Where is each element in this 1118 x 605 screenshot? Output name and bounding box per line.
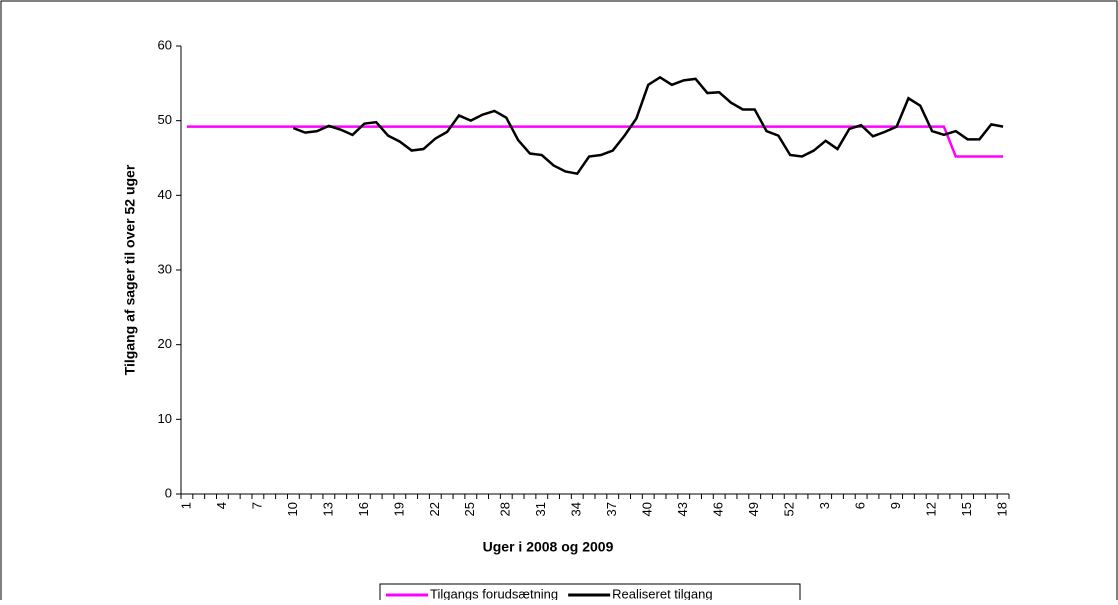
x-tick-label: 31 <box>533 502 548 516</box>
y-tick-label: 30 <box>158 261 172 276</box>
x-tick-label: 10 <box>285 502 300 516</box>
series-line <box>292 75 1004 176</box>
x-tick-label: 4 <box>214 502 229 509</box>
x-tick-label: 3 <box>817 502 832 509</box>
y-axis-title: Tilgang af sager til over 52 uger <box>122 164 138 375</box>
y-tick-label: 40 <box>158 187 172 202</box>
x-tick-label: 6 <box>853 502 868 509</box>
y-tick-label: 20 <box>158 336 172 351</box>
legend-label: Realiseret tilgang <box>612 586 712 600</box>
x-tick-label: 13 <box>320 502 335 516</box>
x-tick-label: 25 <box>462 502 477 516</box>
x-tick-label: 16 <box>356 502 371 516</box>
y-tick-label: 60 <box>158 37 172 52</box>
x-tick-label: 22 <box>427 502 442 516</box>
x-tick-label: 28 <box>498 502 513 516</box>
x-axis-title: Uger i 2008 og 2009 <box>483 539 614 555</box>
y-tick-label: 10 <box>158 411 172 426</box>
x-tick-label: 34 <box>569 502 584 516</box>
x-tick-label: 12 <box>924 502 939 516</box>
x-tick-label: 7 <box>249 502 264 509</box>
x-tick-label: 15 <box>959 502 974 516</box>
y-tick-label: 50 <box>158 112 172 127</box>
legend-label: Tilgangs forudsætning <box>430 586 558 600</box>
x-tick-label: 52 <box>782 502 797 516</box>
x-tick-label: 1 <box>178 502 193 509</box>
x-tick-label: 37 <box>604 502 619 516</box>
x-tick-label: 46 <box>711 502 726 516</box>
x-tick-label: 49 <box>746 502 761 516</box>
series-line <box>186 125 1004 158</box>
y-tick-label: 0 <box>165 485 172 500</box>
x-tick-label: 19 <box>391 502 406 516</box>
x-tick-label: 43 <box>675 502 690 516</box>
x-tick-label: 18 <box>995 502 1010 516</box>
x-tick-label: 40 <box>640 502 655 516</box>
x-tick-label: 9 <box>888 502 903 509</box>
